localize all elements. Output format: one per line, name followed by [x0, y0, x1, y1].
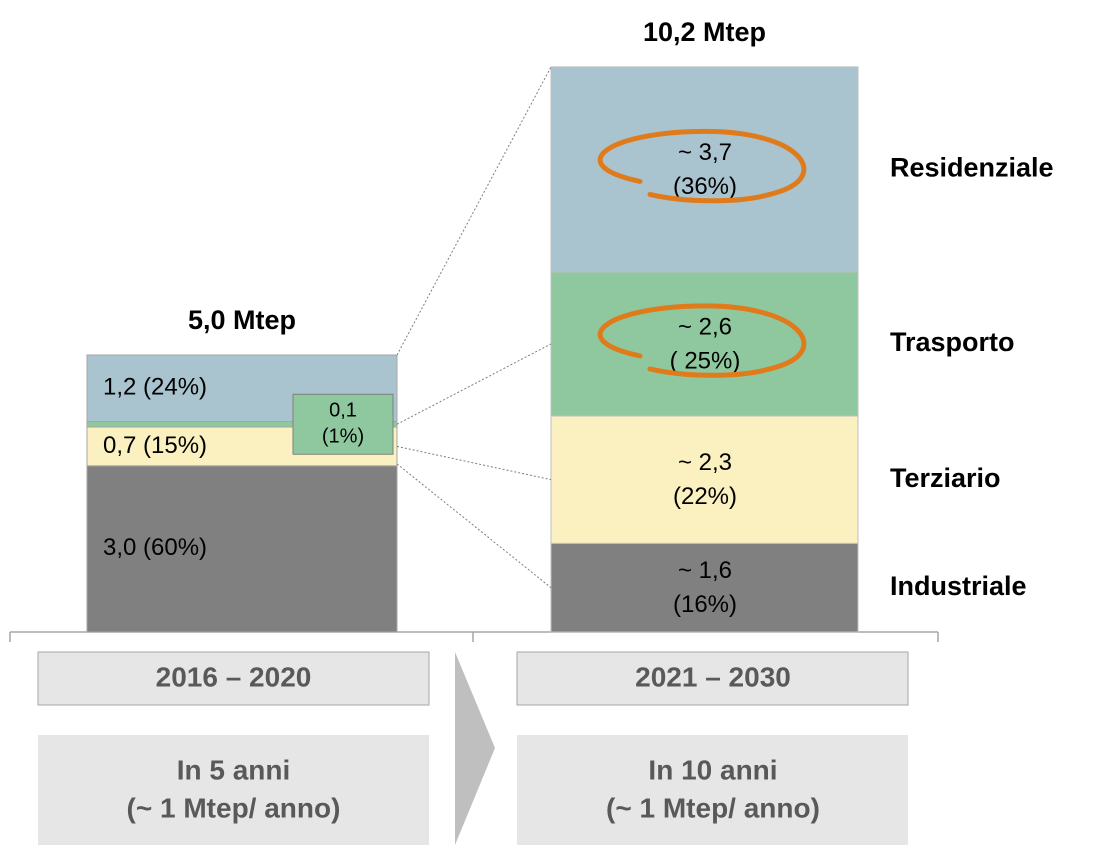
value-label: 1,2 (24%) [103, 374, 207, 401]
connector [396, 343, 552, 425]
value-label: (1%) [322, 426, 364, 448]
connector [396, 66, 552, 356]
value-label: (22%) [673, 483, 737, 510]
category-label: Terziario [890, 463, 1001, 493]
category-label: Trasporto [890, 327, 1015, 357]
total-label: 5,0 Mtep [188, 305, 296, 335]
bar-segment [550, 415, 859, 544]
value-label: 3,0 (60%) [103, 534, 207, 561]
note: (~ 1 Mtep/ anno) [606, 792, 820, 823]
value-label: ~ 3,7 [678, 139, 732, 166]
note: In 5 anni [177, 754, 291, 785]
period-box [37, 651, 430, 706]
arrow [455, 652, 495, 845]
connector [396, 445, 552, 481]
bar-segment [550, 66, 859, 273]
highlight [597, 128, 807, 204]
period-label: 2016 – 2020 [156, 661, 312, 692]
period-label: 2021 – 2030 [635, 661, 791, 692]
bar-segment [550, 271, 859, 417]
bar-segment [86, 465, 398, 633]
inset-box [292, 393, 394, 455]
highlight [597, 303, 807, 378]
note: (~ 1 Mtep/ anno) [127, 792, 341, 823]
note-box [517, 735, 908, 845]
note: In 10 anni [648, 754, 777, 785]
value-label: 0,1 [329, 400, 357, 422]
value-label: (16%) [673, 591, 737, 618]
axis [9, 631, 939, 642]
total-label: 10,2 Mtep [643, 17, 766, 47]
value-label: (36%) [673, 173, 737, 200]
category-label: Industriale [890, 571, 1027, 601]
value-label: ~ 1,6 [678, 557, 732, 584]
value-label: ( 25%) [670, 347, 741, 374]
value-label: 0,7 (15%) [103, 432, 207, 459]
period-box [516, 651, 909, 706]
category-label: Residenziale [890, 153, 1054, 183]
note-box [38, 735, 429, 845]
value-label: ~ 2,3 [678, 449, 732, 476]
connector [396, 463, 552, 589]
value-label: ~ 2,6 [678, 313, 732, 340]
